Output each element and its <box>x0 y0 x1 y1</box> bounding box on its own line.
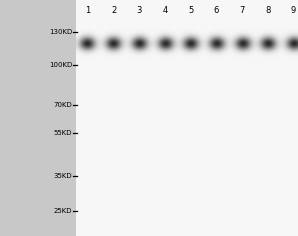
Text: 1: 1 <box>85 6 91 15</box>
Text: 2: 2 <box>111 6 116 15</box>
Text: 35KD: 35KD <box>54 173 72 179</box>
Bar <box>76 0 298 236</box>
Text: 9: 9 <box>291 6 296 15</box>
Text: 100KD: 100KD <box>49 62 72 68</box>
Text: 70KD: 70KD <box>53 102 72 108</box>
Text: 8: 8 <box>265 6 271 15</box>
Text: 130KD: 130KD <box>49 29 72 35</box>
Text: 4: 4 <box>162 6 168 15</box>
Text: 55KD: 55KD <box>54 130 72 136</box>
Bar <box>76 0 298 236</box>
Text: 7: 7 <box>239 6 245 15</box>
Text: 5: 5 <box>188 6 193 15</box>
Text: 25KD: 25KD <box>54 208 72 214</box>
Text: 6: 6 <box>214 6 219 15</box>
Text: 3: 3 <box>136 6 142 15</box>
